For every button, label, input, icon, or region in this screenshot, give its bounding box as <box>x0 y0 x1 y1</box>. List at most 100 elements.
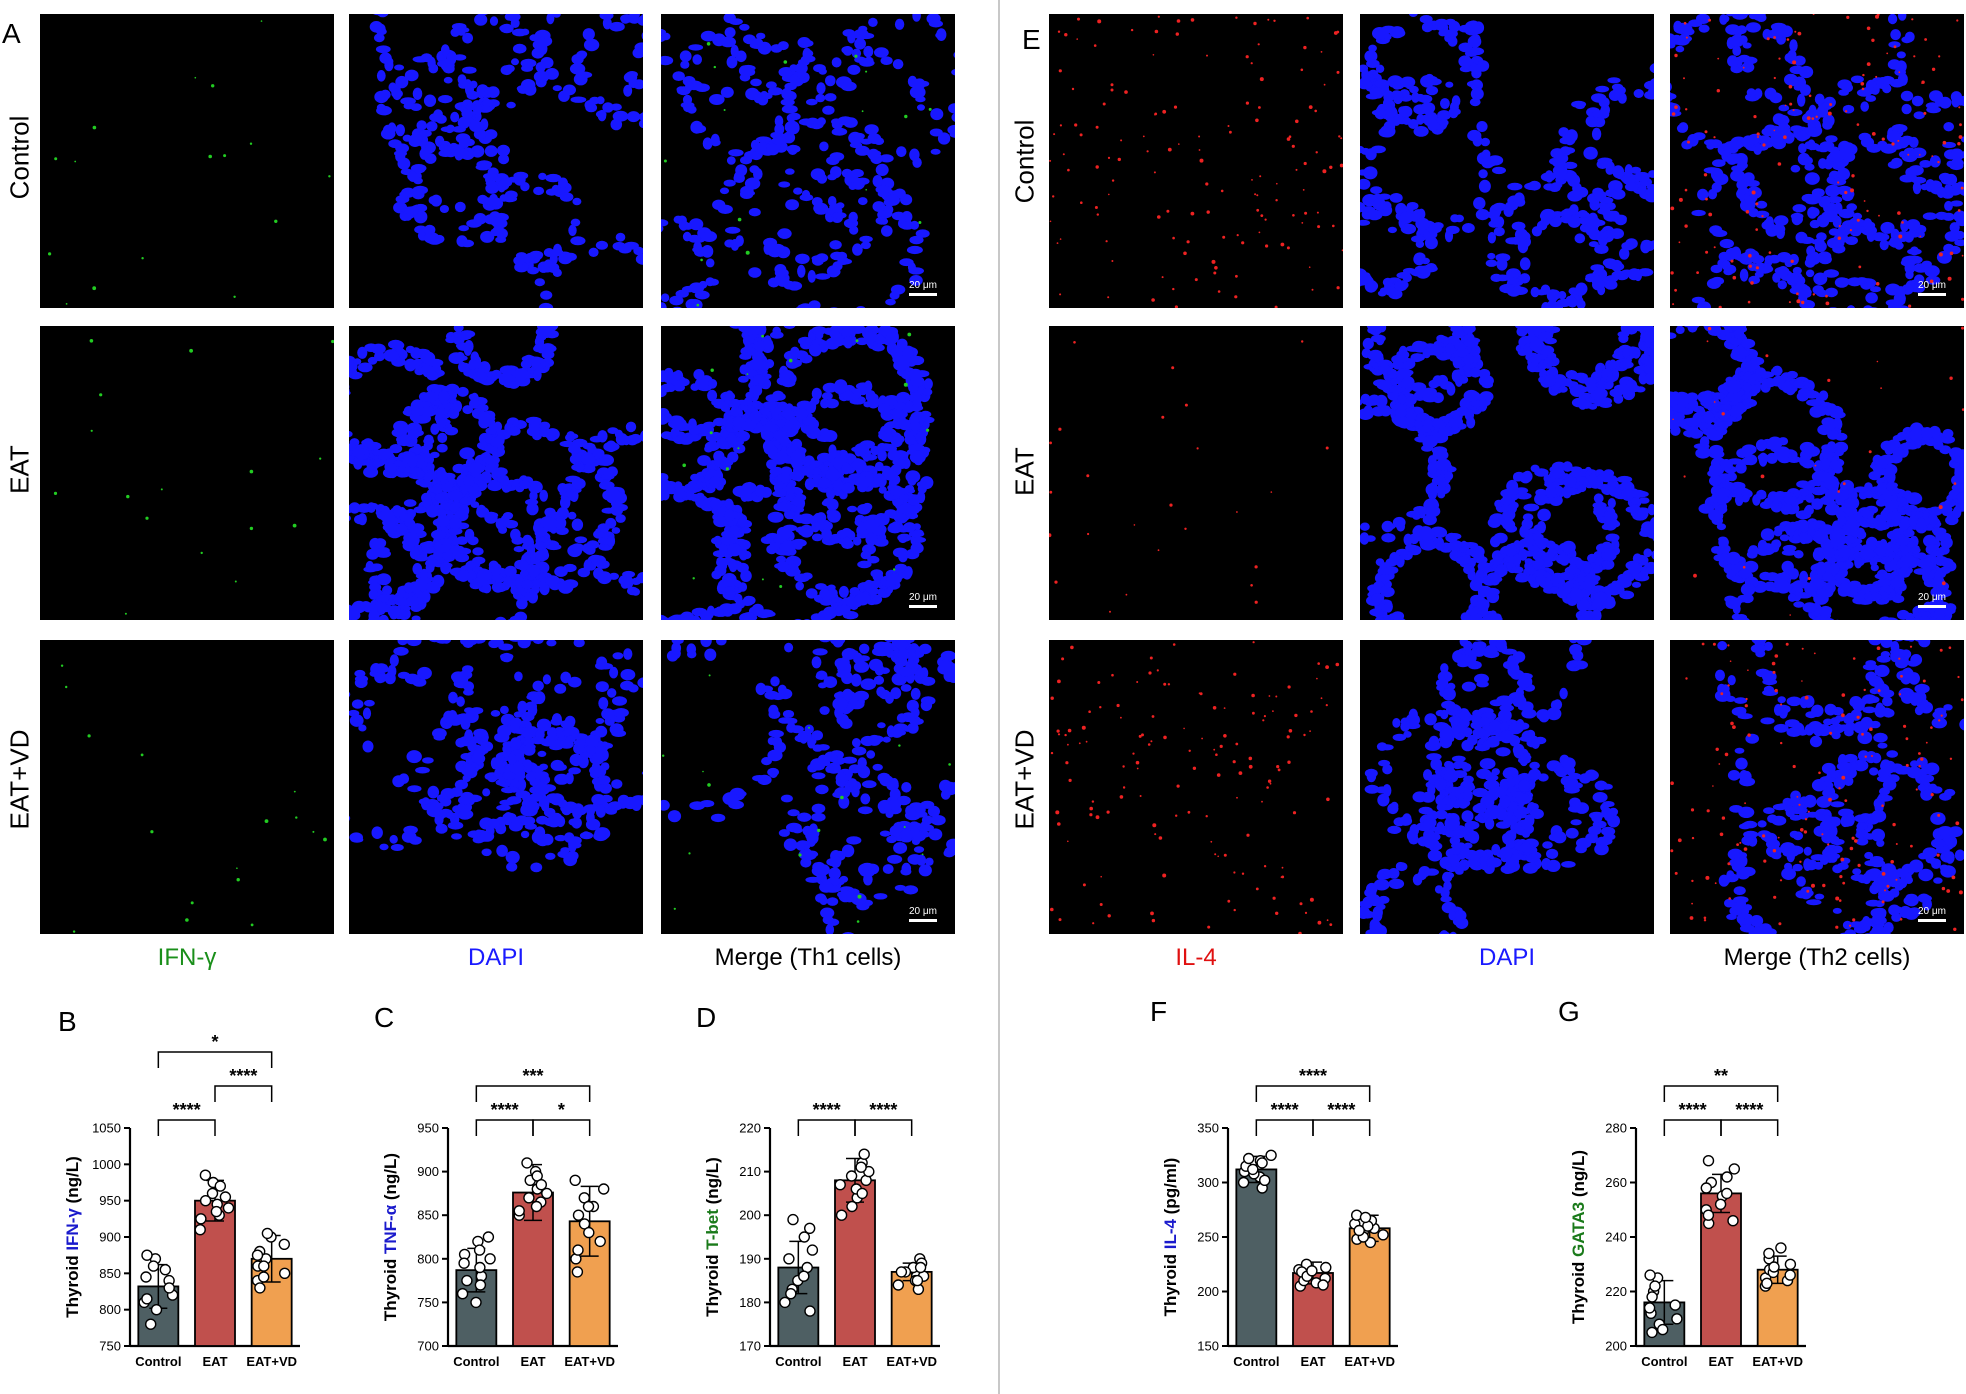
y-tick-label: 800 <box>99 1302 121 1317</box>
scale-bar-line <box>909 605 937 608</box>
data-point <box>523 1192 535 1204</box>
panel-letter-g: G <box>1558 996 1580 1027</box>
col-label-merge-th2: Merge (Th2 cells) <box>1723 944 1911 971</box>
data-point <box>1721 1171 1733 1183</box>
data-point <box>1644 1269 1656 1281</box>
x-tick-label: Control <box>775 1354 821 1369</box>
data-point <box>1728 1163 1741 1175</box>
x-tick-label: EAT+VD <box>246 1354 297 1369</box>
row-label-control-left: Control <box>4 115 35 200</box>
significance-bracket <box>475 1085 591 1102</box>
data-point <box>787 1213 799 1226</box>
chart-b-ifn-gamma: 750 800 850 900 950 1000 1050 Thyroid IFN-γ (ng… <box>63 1032 300 1369</box>
x-tick-label: Control <box>135 1354 181 1369</box>
chart-g-gata3: 200 220 240 260 280 Thyroid GATA3 (ng/L) Contr… <box>1569 1066 1806 1369</box>
y-tick-label: 900 <box>99 1230 121 1245</box>
data-point <box>163 1282 175 1294</box>
data-point <box>1646 1291 1658 1303</box>
col-label-dapi-left: DAPI <box>467 944 524 971</box>
x-tick-label: EAT <box>520 1354 545 1369</box>
data-point <box>214 1180 227 1192</box>
y-tick-label: 200 <box>739 1208 761 1223</box>
significance-label: **** <box>173 1100 201 1120</box>
scale-bar: 20 μm <box>1918 592 1946 608</box>
x-tick-label: EAT+VD <box>1344 1354 1395 1369</box>
data-point <box>834 1178 846 1191</box>
micrograph-right-marker-control <box>1049 14 1343 308</box>
data-point <box>1768 1261 1780 1273</box>
micrograph-right-marker-eat <box>1049 326 1343 620</box>
scale-bar-label: 20 μm <box>909 592 937 603</box>
panel-letter-e: E <box>1022 24 1041 55</box>
data-point <box>458 1257 470 1269</box>
y-tick-label: 280 <box>1605 1121 1627 1136</box>
data-point <box>482 1231 495 1243</box>
significance-bracket <box>854 1119 913 1136</box>
data-point <box>804 1305 816 1317</box>
data-point <box>1702 1154 1715 1167</box>
scale-bar: 20 μm <box>1918 280 1946 296</box>
micrograph-right-dapi-eat <box>1360 326 1654 620</box>
y-tick-label: 950 <box>99 1193 121 1208</box>
data-point <box>535 1178 548 1191</box>
row-label-control-right: Control <box>1009 119 1040 204</box>
data-point <box>1702 1209 1715 1221</box>
data-point <box>1727 1214 1739 1227</box>
data-point <box>530 1200 543 1213</box>
data-point <box>572 1209 585 1221</box>
data-point <box>474 1279 487 1291</box>
significance-bracket <box>475 1119 534 1136</box>
y-tick-label: 700 <box>417 1339 439 1354</box>
data-point <box>1671 1313 1683 1325</box>
micrograph-left-dapi-control <box>349 14 643 308</box>
x-tick-label: EAT <box>842 1354 867 1369</box>
col-label-ifn: IFN-γ <box>157 944 217 971</box>
significance-label: **** <box>1271 1100 1299 1120</box>
data-point <box>219 1191 232 1203</box>
data-point <box>1320 1261 1332 1274</box>
data-point <box>855 1161 867 1173</box>
data-point <box>1784 1258 1797 1271</box>
panel-letter-a: A <box>2 18 21 49</box>
scale-bar-label: 20 μm <box>909 280 937 291</box>
micrograph-left-marker-control <box>40 14 334 308</box>
significance-label: *** <box>522 1066 543 1086</box>
data-point <box>1784 1269 1796 1281</box>
scale-bar-line <box>909 919 937 922</box>
y-axis-label: Thyroid TNF-α (ng/L) <box>381 1153 400 1321</box>
micrograph-right-dapi-control <box>1360 14 1654 308</box>
data-point <box>210 1205 223 1218</box>
significance-label: **** <box>1735 1100 1763 1120</box>
data-point <box>1700 1182 1713 1194</box>
data-point <box>569 1174 581 1187</box>
micrograph-right-dapi-eatvd <box>1360 640 1654 934</box>
row-label-eatvd-right: EAT+VD <box>1009 729 1040 830</box>
micrograph-left-dapi-eat <box>349 326 643 620</box>
micrograph-right-marker-eatvd <box>1049 640 1343 934</box>
significance-label: **** <box>813 1100 841 1120</box>
x-tick-label: Control <box>453 1354 499 1369</box>
significance-label: **** <box>869 1100 897 1120</box>
significance-label: * <box>558 1100 565 1120</box>
data-point <box>150 1304 163 1316</box>
x-tick-label: EAT+VD <box>564 1354 615 1369</box>
y-tick-label: 900 <box>417 1164 439 1179</box>
data-point <box>541 1187 553 1200</box>
data-point <box>521 1157 533 1169</box>
chart-d-t-bet: 170 180 190 200 210 220 Thyroid T-bet (ng/L) Co… <box>703 1100 940 1369</box>
row-label-eatvd-left: EAT+VD <box>4 729 35 830</box>
y-tick-label: 220 <box>739 1121 761 1136</box>
bar-control <box>1235 1168 1278 1347</box>
y-tick-label: 190 <box>739 1251 761 1266</box>
data-point <box>159 1263 172 1276</box>
scale-bar-line <box>1918 605 1946 608</box>
y-tick-label: 220 <box>1605 1284 1627 1299</box>
data-point <box>1247 1163 1259 1176</box>
significance-bracket <box>1255 1085 1371 1102</box>
data-point <box>845 1170 858 1182</box>
data-point <box>473 1244 486 1256</box>
data-point <box>254 1282 266 1294</box>
data-point <box>858 1148 870 1160</box>
data-point <box>1306 1265 1318 1277</box>
x-tick-label: EAT <box>1708 1354 1733 1369</box>
